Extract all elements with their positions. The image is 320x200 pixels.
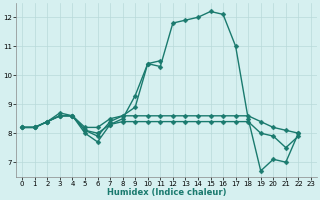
X-axis label: Humidex (Indice chaleur): Humidex (Indice chaleur): [107, 188, 226, 197]
